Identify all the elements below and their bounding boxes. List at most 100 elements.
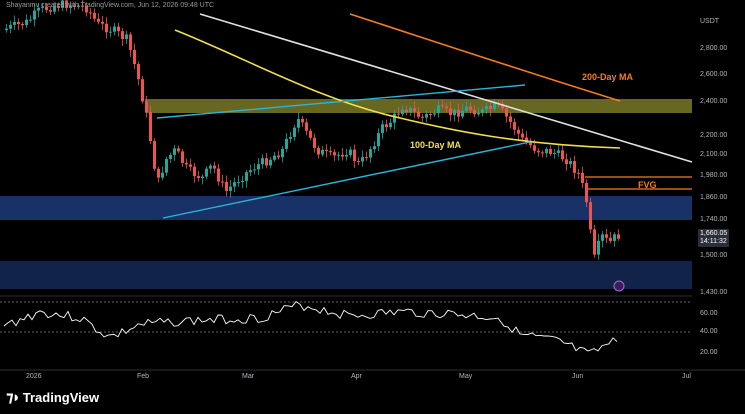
candle-body xyxy=(165,158,168,173)
time-tick-label: 2026 xyxy=(26,373,42,380)
time-tick-label: May xyxy=(459,373,473,380)
candle-body xyxy=(521,133,524,138)
candle-body xyxy=(457,109,460,117)
time-tick-label: Feb xyxy=(137,373,149,380)
candle-body xyxy=(565,159,568,165)
candle-body xyxy=(185,162,188,165)
candle-body xyxy=(281,148,284,158)
candle-body xyxy=(413,108,416,112)
candle-countdown: 14:11:32 xyxy=(700,238,727,245)
candle-body xyxy=(325,149,328,152)
candle-body xyxy=(141,79,144,102)
candle-body xyxy=(101,21,104,24)
candle-body xyxy=(329,151,332,153)
candle-body xyxy=(345,154,348,157)
time-tick-label: Mar xyxy=(242,373,255,380)
candle-body xyxy=(365,157,368,159)
candle-body xyxy=(545,149,548,154)
candle-body xyxy=(465,106,468,111)
candle-body xyxy=(253,169,256,171)
candle-body xyxy=(573,161,576,173)
candle-body xyxy=(585,182,588,203)
candle-body xyxy=(557,150,560,154)
candle-body xyxy=(53,6,56,12)
candle-body xyxy=(581,172,584,183)
candle-body xyxy=(117,26,120,32)
candle-body xyxy=(293,127,296,138)
candle-body xyxy=(333,152,336,156)
candle-body xyxy=(29,19,32,21)
candle-body xyxy=(237,182,240,184)
candle-body xyxy=(409,108,412,113)
candle-body xyxy=(569,161,572,165)
annotation-label: 200-Day MA xyxy=(582,72,634,82)
candle-body xyxy=(81,5,84,7)
candle-body xyxy=(601,234,604,241)
candle-body xyxy=(461,110,464,117)
rsi-tick-label: 40.00 xyxy=(700,328,718,335)
candle-body xyxy=(193,166,196,177)
candle-body xyxy=(305,122,308,131)
candle-body xyxy=(121,31,124,40)
candle-body xyxy=(285,138,288,149)
candle-body xyxy=(125,34,128,40)
price-tick-label: 1,980.00 xyxy=(700,172,727,179)
brand-name: TradingView xyxy=(22,389,100,405)
candle-body xyxy=(469,106,472,111)
footer-brand[interactable]: ⁊◗ TradingView xyxy=(6,388,99,406)
candle-body xyxy=(245,172,248,181)
candle-body xyxy=(97,18,100,22)
candle-body xyxy=(337,154,340,156)
candle-body xyxy=(105,23,108,33)
candle-body xyxy=(221,181,224,183)
candle-body xyxy=(201,176,204,179)
candle-body xyxy=(397,113,400,115)
candle-body xyxy=(137,64,140,80)
candle-body xyxy=(577,172,580,174)
candle-body xyxy=(437,105,440,114)
candle-body xyxy=(613,234,616,241)
rsi-tick-label: 20.00 xyxy=(700,349,718,356)
candle-body xyxy=(373,146,376,150)
candle-body xyxy=(273,155,276,160)
price-tick-label: 2,100.00 xyxy=(700,151,727,158)
price-tick-label: 2,400.00 xyxy=(700,98,727,105)
candle-body xyxy=(405,109,408,113)
price-tick-label: 2,200.00 xyxy=(700,132,727,139)
candle-body xyxy=(609,237,612,241)
candle-body xyxy=(269,159,272,166)
candle-body xyxy=(265,158,268,166)
candle-body xyxy=(17,21,20,24)
candle-body xyxy=(393,113,396,123)
candle-body xyxy=(421,116,424,118)
candle-body xyxy=(61,0,64,8)
candle-body xyxy=(37,7,40,11)
candle-body xyxy=(5,28,8,30)
candle-body xyxy=(217,168,220,182)
candle-body xyxy=(9,24,12,29)
rsi-tick-label: 60.00 xyxy=(700,310,718,317)
candle-body xyxy=(85,6,88,13)
candle-body xyxy=(197,176,200,179)
candle-body xyxy=(385,124,388,128)
candle-body xyxy=(261,158,264,165)
price-tick-label: 1,430.00 xyxy=(700,289,727,296)
candle-body xyxy=(65,0,68,8)
candle-body xyxy=(381,124,384,134)
candle-body xyxy=(229,186,232,191)
candle-body xyxy=(41,6,44,8)
attribution-text: Shayanmv created with TradingView.com, J… xyxy=(6,2,215,9)
candle-body xyxy=(481,109,484,113)
candle-body xyxy=(445,106,448,109)
price-tick-label: 2,800.00 xyxy=(700,45,727,52)
candle-body xyxy=(429,113,432,115)
candle-body xyxy=(145,101,148,113)
candle-body xyxy=(589,202,592,230)
candle-body xyxy=(33,10,36,20)
candle-body xyxy=(517,129,520,134)
candle-body xyxy=(389,122,392,128)
candle-body xyxy=(173,148,176,155)
usdt-unit-label: USDT xyxy=(700,18,720,25)
candle-body xyxy=(25,19,28,26)
